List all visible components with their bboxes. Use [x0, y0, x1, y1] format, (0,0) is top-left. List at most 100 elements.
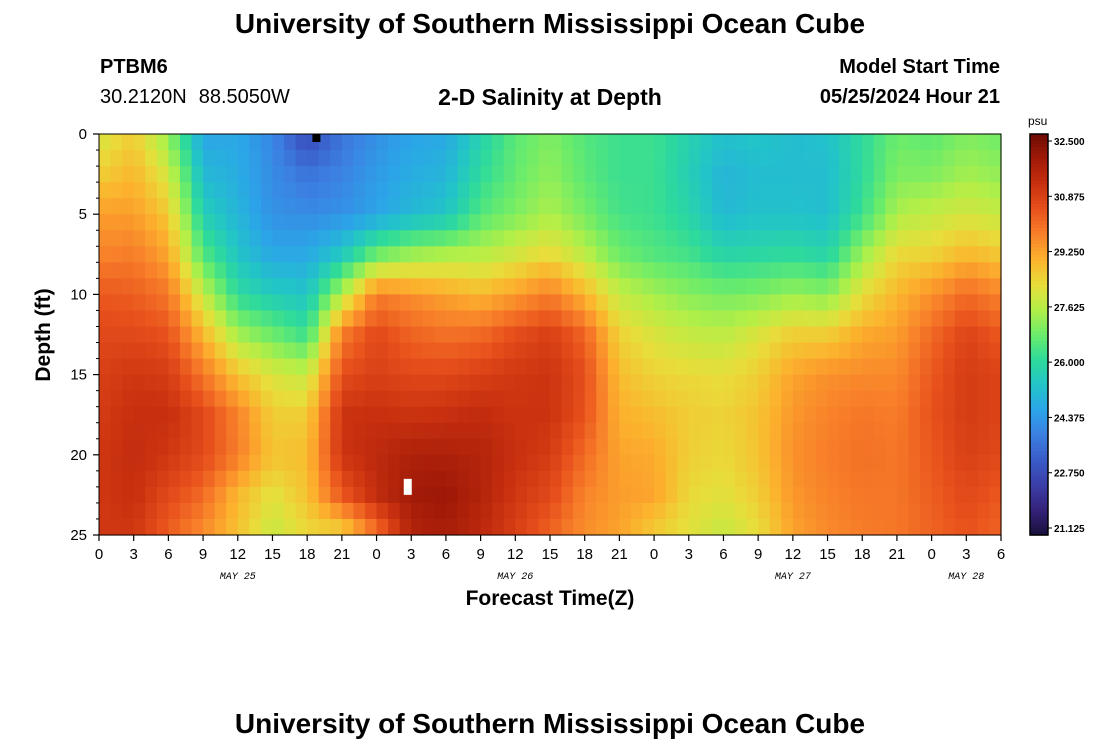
heatmap-cell — [191, 246, 204, 263]
heatmap-cell — [723, 486, 736, 504]
colorbar-segment — [1030, 528, 1048, 533]
heatmap-cell — [954, 502, 967, 520]
x-tick-label: 3 — [130, 546, 138, 563]
heatmap-cell — [931, 486, 944, 504]
heatmap-cell — [723, 390, 736, 408]
heatmap-cell — [515, 502, 528, 520]
heatmap-cell — [122, 294, 135, 312]
heatmap-cell — [561, 230, 574, 247]
heatmap-cell — [341, 198, 355, 215]
heatmap-cell — [249, 278, 262, 295]
heatmap-cell — [318, 342, 331, 360]
heatmap-cell — [735, 262, 748, 279]
heatmap-cell — [376, 182, 389, 199]
heatmap-cell — [873, 182, 886, 199]
heatmap-cell — [804, 390, 817, 408]
colorbar-segment — [1030, 140, 1048, 145]
heatmap-cell — [642, 310, 655, 328]
heatmap-cell — [839, 454, 852, 472]
heatmap-cell — [156, 486, 169, 504]
heatmap-cell — [341, 310, 355, 328]
heatmap-cell — [237, 166, 250, 183]
heatmap-cell — [434, 454, 447, 472]
footer-title: University of Southern Mississippi Ocean… — [234, 708, 866, 739]
heatmap-cell — [619, 358, 632, 376]
heatmap-cell — [758, 486, 771, 504]
heatmap-cell — [862, 262, 875, 279]
heatmap-cell — [353, 342, 366, 360]
heatmap-cell — [307, 470, 320, 488]
heatmap-cell — [480, 438, 493, 456]
heatmap-cell — [908, 486, 921, 504]
heatmap-cell — [977, 150, 991, 167]
heatmap-cell — [584, 134, 597, 151]
heatmap-cell — [746, 470, 759, 488]
heatmap-cell — [122, 166, 135, 183]
heatmap-cell — [654, 390, 667, 408]
heatmap-cell — [908, 310, 921, 328]
heatmap-cell — [735, 438, 748, 456]
heatmap-cell — [711, 198, 725, 215]
heatmap-cell — [654, 470, 667, 488]
heatmap-cell — [781, 294, 794, 312]
heatmap-cell — [515, 262, 528, 279]
heatmap-cell — [503, 486, 516, 504]
heatmap-cell — [758, 262, 771, 279]
heatmap-cell — [330, 406, 343, 424]
heatmap-cell — [538, 358, 551, 376]
heatmap-cell — [896, 198, 910, 215]
heatmap-cell — [966, 502, 979, 520]
heatmap-cell — [630, 374, 644, 392]
heatmap-cell — [237, 454, 250, 472]
heatmap-cell — [630, 326, 644, 344]
heatmap-cell — [550, 214, 563, 231]
heatmap-cell — [388, 262, 401, 279]
colorbar-segment — [1030, 461, 1048, 466]
heatmap-cell — [943, 390, 956, 408]
heatmap-cell — [885, 390, 898, 408]
heatmap-cell — [353, 502, 366, 520]
heatmap-cell — [226, 406, 239, 424]
heatmap-cell — [989, 246, 1002, 263]
heatmap-cell — [873, 262, 886, 279]
heatmap-cell — [896, 486, 910, 504]
heatmap-cell — [122, 182, 135, 199]
colorbar-segment — [1030, 277, 1048, 282]
heatmap-cell — [330, 518, 343, 536]
heatmap-cell — [642, 278, 655, 295]
heatmap-cell — [735, 390, 748, 408]
heatmap-cell — [630, 310, 644, 328]
heatmap-cell — [584, 230, 597, 247]
heatmap-cell — [122, 342, 135, 360]
heatmap-cell — [422, 230, 435, 247]
heatmap-cell — [133, 438, 146, 456]
heatmap-cell — [284, 422, 297, 440]
heatmap-cell — [711, 134, 725, 151]
heatmap-cell — [804, 214, 817, 231]
heatmap-cell — [399, 390, 412, 408]
heatmap-cell — [526, 358, 540, 376]
heatmap-cell — [920, 310, 933, 328]
heatmap-cell — [619, 294, 632, 312]
heatmap-cell — [503, 198, 516, 215]
heatmap-cell — [353, 278, 366, 295]
heatmap-cell — [110, 342, 123, 360]
heatmap-cell — [411, 230, 424, 247]
heatmap-cell — [203, 246, 216, 263]
heatmap-cell — [792, 294, 806, 312]
heatmap-cell — [237, 326, 250, 344]
heatmap-cell — [526, 374, 540, 392]
heatmap-cell — [850, 358, 863, 376]
heatmap-cell — [561, 150, 574, 167]
heatmap-cell — [561, 374, 574, 392]
heatmap-cell — [272, 326, 285, 344]
colorbar-segment — [1030, 411, 1048, 416]
heatmap-cell — [989, 182, 1002, 199]
heatmap-cell — [665, 358, 678, 376]
heatmap-cell — [214, 294, 227, 312]
heatmap-cell — [700, 486, 713, 504]
heatmap-cell — [99, 230, 112, 247]
heatmap-cell — [237, 486, 250, 504]
heatmap-cell — [457, 294, 470, 312]
heatmap-cell — [769, 374, 782, 392]
